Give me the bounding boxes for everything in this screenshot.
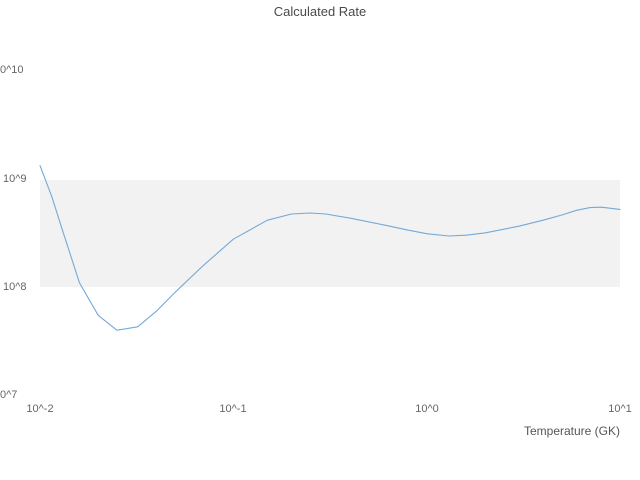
y-tick-1e9: 10^9 <box>3 173 27 185</box>
reference-band <box>40 179 620 288</box>
y-tick-1e10: 0^10 <box>0 64 24 76</box>
rate-line <box>39 165 621 331</box>
chart-title: Calculated Rate <box>273 4 367 19</box>
x-axis-label: Temperature (GK) <box>523 424 620 438</box>
x-tick-1e1: 10^1 <box>608 403 632 415</box>
x-tick-1e0: 10^0 <box>415 403 439 415</box>
x-tick-1e-2: 10^-2 <box>26 403 54 415</box>
x-tick-1e-1: 10^-1 <box>219 403 247 415</box>
y-tick-1e8: 10^8 <box>3 281 27 293</box>
y-tick-1e7: 0^7 <box>0 389 18 401</box>
